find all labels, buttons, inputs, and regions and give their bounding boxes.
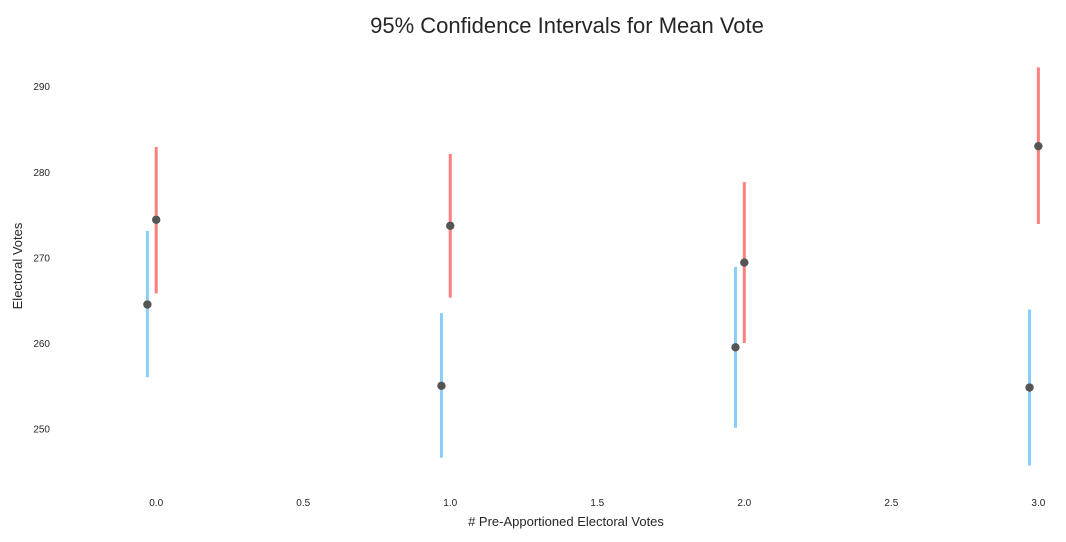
x-tick-label: 0.5 bbox=[296, 498, 310, 509]
x-tick-label: 1.0 bbox=[443, 498, 457, 509]
x-tick-label: 2.0 bbox=[737, 498, 751, 509]
mean-point bbox=[437, 381, 446, 391]
x-tick-label: 3.0 bbox=[1031, 498, 1045, 509]
y-tick-label: 280 bbox=[33, 168, 50, 179]
mean-point bbox=[1034, 141, 1043, 151]
plot-marks bbox=[143, 67, 1043, 466]
mean-point bbox=[446, 221, 455, 230]
mean-point bbox=[152, 215, 161, 224]
x-tick-label: 0.0 bbox=[149, 498, 163, 509]
x-tick-label: 2.5 bbox=[884, 498, 898, 509]
x-tick-labels: 0.0 0.5 1.0 1.5 2.0 2.5 3.0 bbox=[149, 498, 1045, 509]
y-tick-label: 260 bbox=[33, 339, 50, 350]
mean-point bbox=[1025, 383, 1034, 392]
chart-title: 95% Confidence Intervals for Mean Vote bbox=[370, 13, 764, 38]
x-tick-label: 1.5 bbox=[590, 498, 604, 509]
x-axis-label: # Pre-Apportioned Electoral Votes bbox=[468, 514, 664, 529]
y-tick-label: 290 bbox=[33, 82, 50, 93]
mean-point bbox=[143, 300, 152, 309]
y-axis-label: Electoral Votes bbox=[10, 222, 25, 309]
mean-point bbox=[740, 258, 749, 267]
mean-point bbox=[731, 343, 740, 352]
y-tick-label: 270 bbox=[33, 253, 50, 264]
y-tick-labels: 250 260 270 280 290 bbox=[33, 82, 50, 435]
y-tick-label: 250 bbox=[33, 425, 50, 436]
